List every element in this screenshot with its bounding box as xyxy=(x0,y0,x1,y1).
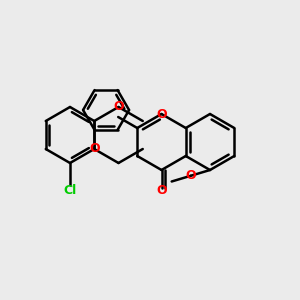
Text: O: O xyxy=(156,107,167,121)
Text: Cl: Cl xyxy=(63,184,76,196)
Text: O: O xyxy=(113,100,124,113)
Text: O: O xyxy=(156,184,167,196)
Text: O: O xyxy=(89,142,100,155)
Text: O: O xyxy=(185,169,196,182)
